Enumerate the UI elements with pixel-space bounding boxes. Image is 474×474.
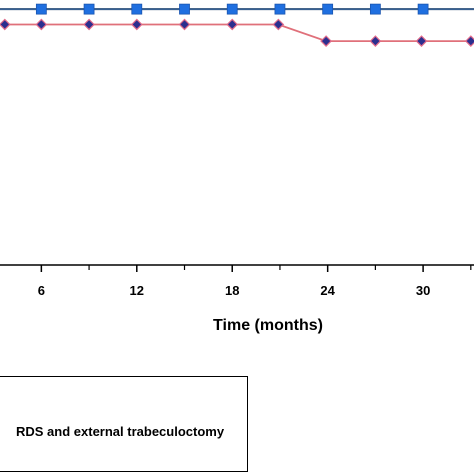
series-2-line bbox=[0, 23, 474, 43]
series-1-point-2 bbox=[83, 3, 95, 15]
series-1-point-1 bbox=[35, 3, 47, 15]
series-2-point-1 bbox=[0, 18, 11, 31]
x-tick-label-6: 6 bbox=[38, 283, 45, 298]
series-2-point-8 bbox=[320, 35, 332, 47]
series-2-point-6 bbox=[226, 18, 239, 31]
series-2-point-5 bbox=[178, 18, 191, 31]
series-1-point-3 bbox=[131, 3, 143, 15]
x-tick-label-30: 30 bbox=[416, 283, 430, 298]
x-ticks: 6 12 18 24 30 bbox=[38, 265, 472, 298]
series-2-point-7 bbox=[272, 18, 285, 31]
series-1-point-8 bbox=[369, 3, 381, 15]
series-2-point-3 bbox=[83, 18, 95, 31]
series-2 bbox=[0, 18, 474, 47]
series-1-point-5 bbox=[226, 3, 238, 15]
x-tick-label-24: 24 bbox=[320, 283, 335, 298]
series-2-point-2 bbox=[35, 18, 48, 31]
series-1-point-4 bbox=[179, 3, 190, 15]
series-1-point-9 bbox=[417, 3, 429, 15]
series-1-point-6 bbox=[274, 3, 286, 15]
x-tick-label-18: 18 bbox=[225, 283, 239, 298]
series-layer bbox=[0, 3, 474, 47]
series-2-point-10 bbox=[415, 35, 428, 47]
x-tick-label-12: 12 bbox=[130, 283, 144, 298]
series-2-point-4 bbox=[130, 18, 143, 31]
series-2-point-11 bbox=[464, 35, 474, 47]
x-axis-title: Time (months) bbox=[213, 317, 323, 334]
legend-label: RDS and external trabeculoctomy bbox=[16, 424, 225, 439]
series-1-point-7 bbox=[322, 3, 334, 15]
series-2-point-9 bbox=[369, 35, 382, 47]
legend-box: RDS and external trabeculoctomy bbox=[0, 376, 248, 472]
series-1 bbox=[0, 3, 474, 15]
